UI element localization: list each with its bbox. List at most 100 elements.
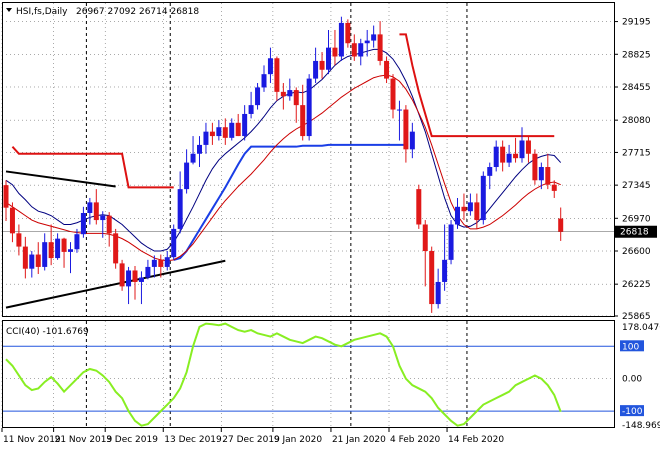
cci-tick-label: 178.0476 [622,323,660,333]
candle-body [3,185,9,208]
cci-panel [2,322,614,427]
trendline[interactable] [5,259,226,309]
candle-body [513,153,519,159]
candle-body [61,238,67,252]
price-axis: 29195 28825 28455 28080 27715 27345 26970 26600… [614,18,657,322]
candle-body [151,259,157,267]
candle-body [377,34,383,61]
candle-body [242,113,248,137]
price-tick-label: 26225 [622,280,651,290]
candles [3,16,564,313]
cci-tick-label: -100 [622,407,643,417]
time-tick-label: 11 Nov 2019 [3,435,61,445]
candle-body [35,254,41,267]
time-tick-label: 14 Feb 2020 [448,435,504,445]
candle-body [506,153,512,163]
candle-body [203,131,209,145]
candle-body [306,78,312,137]
candle-body [113,233,119,264]
price-tick-label: 28080 [622,116,651,126]
symbol-label: HSI,fs,Daily [16,7,68,17]
cci-tick-label: 0.00 [622,375,642,385]
price-tick-label: 29195 [622,18,651,28]
candle-body [358,43,364,57]
candle-body [287,90,293,97]
candle-body [313,60,319,79]
candle-body [261,74,267,88]
session-separators [85,3,468,427]
candle-body [422,224,428,252]
candle-body [493,146,499,168]
candle-body [132,270,138,282]
time-tick-label: 13 Dec 2019 [164,435,222,445]
candle-body [68,249,73,252]
time-tick-label: 21 Nov 2019 [55,435,113,445]
resistance-stop-line [11,33,555,189]
candle-body [229,122,235,138]
candle-body [384,60,390,79]
support-stop-line [173,143,406,261]
price-tick-label: 26970 [622,214,651,224]
candle-body [429,251,435,305]
candle-body [500,146,506,163]
cci-line [5,322,562,427]
candle-body [177,189,183,229]
candle-body [164,257,170,267]
price-tick-label: 27715 [622,148,651,158]
candle-body [396,109,402,111]
cci-level-badge [620,405,644,417]
candle-body [293,90,299,106]
candle-body [403,109,409,150]
candle-body [332,47,338,57]
candle-body [209,131,215,137]
candle-body [338,22,344,57]
time-tick-label: 27 Dec 2019 [222,435,280,445]
candle-body [351,43,357,57]
candle-body [16,233,22,247]
candle-body [93,202,99,221]
trendline[interactable] [5,170,116,188]
price-panel-border [2,2,615,317]
candle-body [145,266,151,278]
candle-body [558,218,564,232]
ma-slow-line [5,74,561,262]
price-tick-label: 26600 [622,247,651,257]
candle-body [29,254,35,269]
candle-body [461,206,467,212]
candle-body [274,58,280,92]
candle-body [319,60,325,70]
ohlc-label: 26967 27092 26714 26818 [76,7,199,17]
candle-body [545,167,551,185]
candle-body [371,34,377,41]
dropdown-triangle-icon[interactable] [6,8,12,12]
candle-body [416,189,422,225]
cci-panel-border [2,320,615,428]
cci-level-badge [620,340,644,352]
candle-body [435,281,441,305]
candle-body [48,242,54,259]
trendlines[interactable] [5,170,226,309]
current-price-label: 26818 [620,228,649,238]
candle-body [455,206,460,225]
candle-body [197,144,202,154]
cci-tick-label: 100 [622,342,639,352]
candle-body [248,105,254,114]
candle-body [487,167,493,176]
candle-body [235,122,241,137]
candle-body [158,259,164,267]
time-tick-label: 4 Feb 2020 [390,435,441,445]
candle-body [551,184,557,191]
grid [1,3,614,427]
candle-body [22,246,28,269]
candle-body [364,40,370,44]
candle-body [184,162,190,190]
price-tick-label: 28455 [622,83,651,93]
candle-body [538,167,544,181]
candle-body [345,22,351,44]
candle-body [326,47,331,70]
current-price-badge [615,225,657,238]
price-tick-label: 28825 [622,50,651,60]
time-tick-label: 3 Dec 2019 [106,435,158,445]
